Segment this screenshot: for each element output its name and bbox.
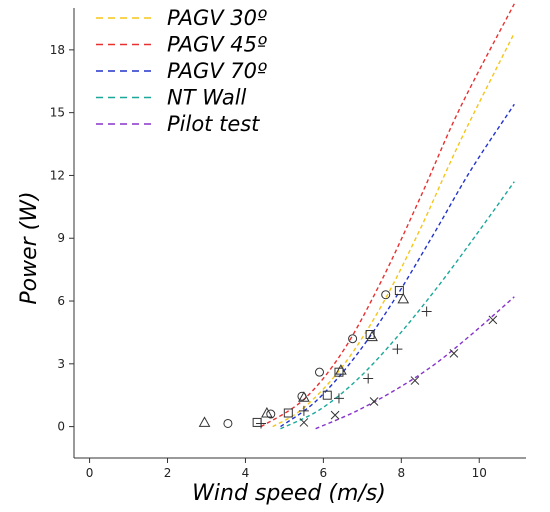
circle-marker bbox=[381, 290, 391, 300]
x-tick-label: 0 bbox=[86, 466, 94, 480]
fit-curves bbox=[260, 3, 515, 430]
circle-marker bbox=[314, 367, 324, 377]
fit-curve bbox=[260, 3, 515, 428]
fit-curve bbox=[280, 181, 515, 430]
square-marker bbox=[252, 417, 262, 427]
fit-curve bbox=[315, 296, 515, 430]
x-axis-label: Wind speed (m/s) bbox=[192, 481, 386, 506]
y-tick-label: 6 bbox=[57, 294, 65, 308]
square-marker bbox=[283, 408, 293, 418]
circle-marker bbox=[223, 418, 233, 428]
legend-label: NT Wall bbox=[167, 86, 247, 110]
y-tick-label: 0 bbox=[57, 420, 65, 434]
x-marker bbox=[449, 348, 459, 358]
triangle-marker bbox=[397, 292, 410, 304]
data-points bbox=[198, 286, 498, 429]
plus-marker bbox=[256, 418, 267, 429]
circle-marker bbox=[348, 334, 358, 344]
plus-marker bbox=[421, 306, 432, 317]
plus-marker bbox=[392, 344, 403, 355]
circle-marker bbox=[266, 409, 276, 419]
y-tick-label: 9 bbox=[57, 231, 65, 245]
fit-curve bbox=[280, 103, 515, 428]
y-tick-label: 15 bbox=[50, 106, 65, 120]
triangle-marker bbox=[198, 416, 211, 427]
x-tick-label: 8 bbox=[397, 466, 405, 480]
x-marker bbox=[410, 376, 420, 385]
y-tick-label: 3 bbox=[57, 357, 65, 371]
triangle-marker bbox=[261, 406, 273, 418]
legend-label: PAGV 45º bbox=[167, 33, 267, 57]
x-tick-label: 2 bbox=[164, 466, 172, 480]
square-marker bbox=[322, 390, 332, 400]
y-tick-label: 18 bbox=[50, 43, 65, 57]
triangle-marker bbox=[298, 391, 310, 402]
y-axis-label: Power (W) bbox=[17, 191, 42, 304]
x-marker bbox=[299, 418, 309, 427]
plus-marker bbox=[333, 393, 344, 404]
x-tick-label: 10 bbox=[472, 466, 487, 480]
legend-label: PAGV 70º bbox=[167, 59, 267, 83]
legend-label: PAGV 30º bbox=[167, 6, 267, 30]
square-marker bbox=[394, 286, 404, 296]
plus-marker bbox=[298, 405, 309, 416]
plus-marker bbox=[363, 373, 374, 384]
y-tick-label: 12 bbox=[50, 168, 65, 182]
triangle-marker bbox=[366, 330, 378, 342]
x-marker bbox=[488, 315, 498, 325]
x-marker bbox=[369, 397, 379, 406]
x-tick-label: 4 bbox=[242, 466, 250, 480]
axes: 0 2 4 6 8 10 0 3 6 9 12 15 18 bbox=[50, 8, 526, 480]
x-marker bbox=[330, 410, 340, 420]
legend-label: Pilot test bbox=[167, 112, 260, 136]
x-tick-label: 6 bbox=[320, 466, 328, 480]
fit-curve bbox=[272, 32, 515, 428]
triangle-marker bbox=[335, 364, 347, 375]
